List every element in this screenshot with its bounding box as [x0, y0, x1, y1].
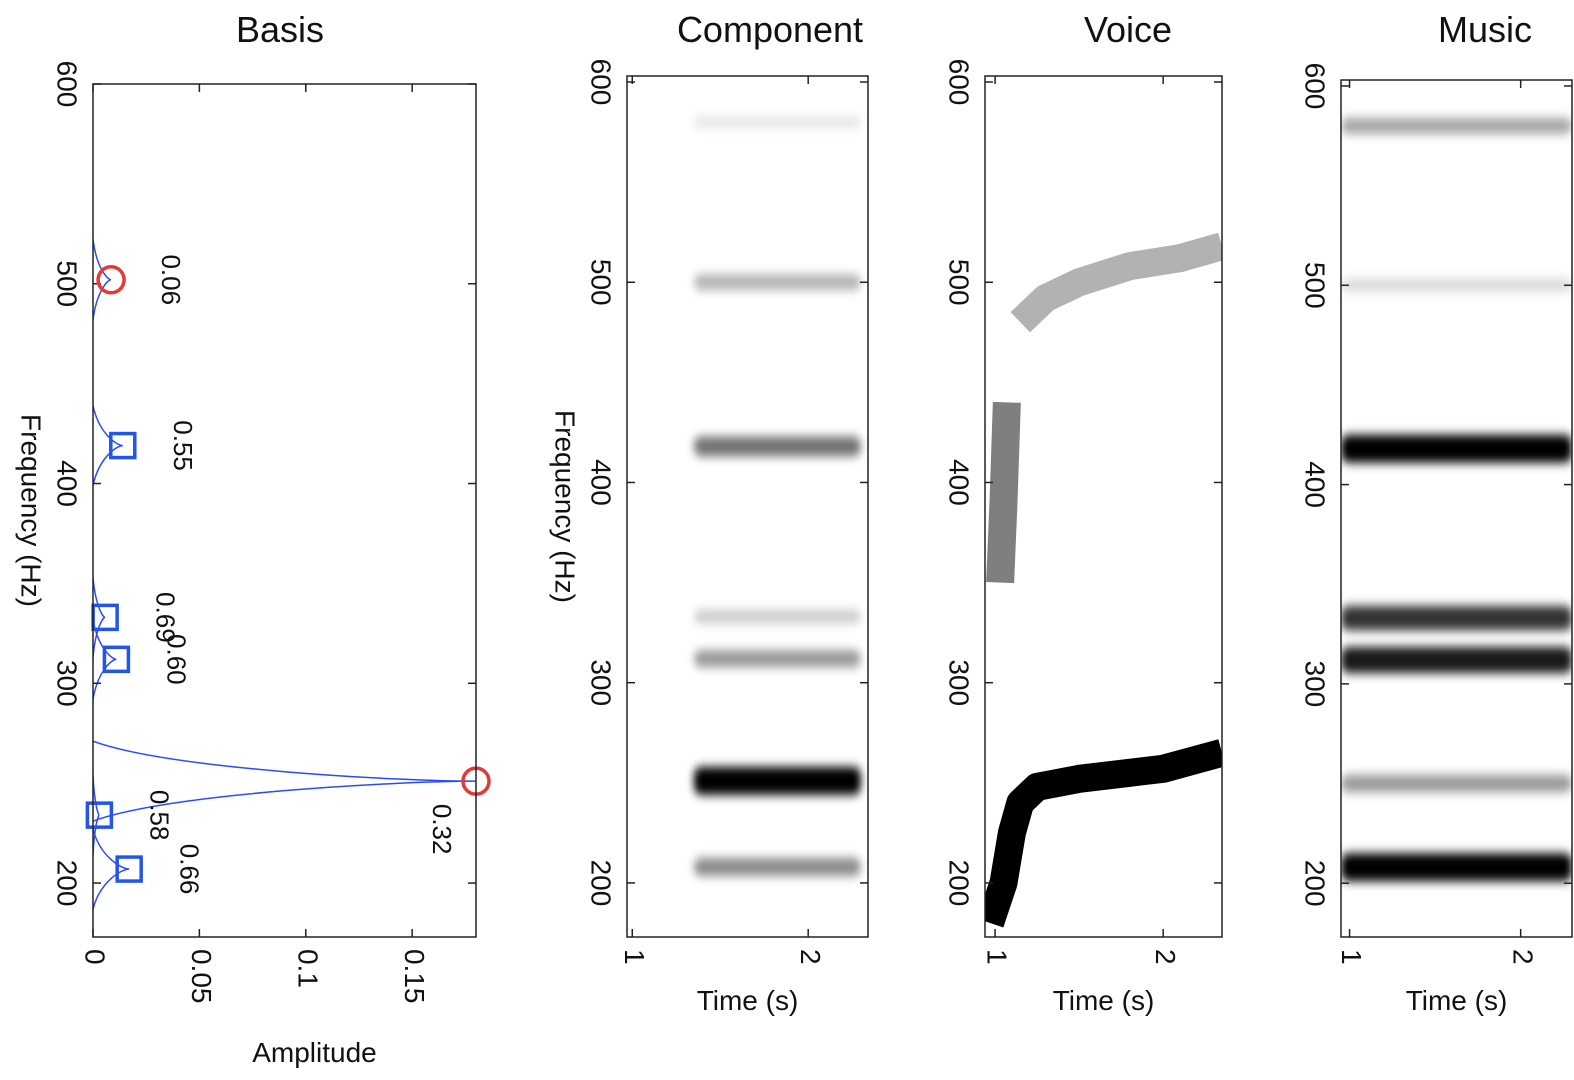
x-tick-label: 2 [1150, 949, 1181, 965]
basis-curve [93, 828, 130, 910]
spectral-band [1341, 278, 1572, 292]
y-tick-label: 300 [944, 659, 975, 706]
point [96, 265, 126, 295]
y-tick-label: 200 [944, 860, 975, 907]
chart-title: Voice [1084, 9, 1172, 50]
x-axis-label: Time (s) [697, 985, 799, 1016]
spectral-band [1341, 117, 1572, 134]
y-tick-label: 200 [586, 860, 617, 907]
plot-frame [92, 83, 477, 938]
x-tick-label: 2 [795, 949, 826, 965]
y-tick-label: 400 [944, 459, 975, 506]
x-axis-label: Time (s) [1406, 985, 1508, 1016]
spectral-band [693, 274, 861, 290]
pitch-track [1010, 232, 1222, 333]
y-tick-label: 300 [586, 659, 617, 706]
point-label: 0.06 [156, 254, 186, 305]
basis-curve [93, 740, 476, 822]
point-label: 0.32 [427, 804, 457, 855]
pitch-track [985, 739, 1222, 928]
y-tick-label: 500 [586, 259, 617, 306]
point [102, 645, 131, 674]
plot-area [1341, 117, 1572, 882]
point [109, 431, 137, 460]
x-tick-label: 1 [619, 949, 650, 965]
x-axis-label: Amplitude [252, 1037, 377, 1068]
x-tick-label: 1 [1336, 949, 1367, 965]
point-label: 0.55 [168, 420, 198, 471]
point-label: 0.60 [162, 634, 192, 685]
y-tick-label: 500 [52, 260, 83, 307]
chart-title: Music [1438, 9, 1532, 50]
y-tick-label: 500 [1300, 262, 1331, 309]
y-tick-label: 200 [1300, 860, 1331, 907]
plot-area [693, 116, 861, 876]
chart-title: Basis [236, 9, 324, 50]
point-label: 0.69 [150, 592, 180, 643]
point [85, 801, 114, 829]
chart-title: Component [677, 9, 863, 50]
y-tick-label: 400 [1300, 461, 1331, 508]
plot-frame [1340, 79, 1573, 938]
spectral-band [1341, 434, 1572, 463]
y-axis-label: Frequency (Hz) [16, 414, 47, 607]
y-tick-label: 500 [944, 259, 975, 306]
plot-frame [984, 75, 1223, 938]
point [115, 855, 143, 883]
spectral-band [693, 609, 861, 624]
plot-area [985, 232, 1222, 928]
basis-curve [93, 405, 123, 486]
y-tick-label: 300 [52, 660, 83, 707]
pitch-track [986, 401, 1021, 584]
y-tick-label: 600 [1300, 63, 1331, 110]
spectral-band [693, 857, 861, 876]
spectral-band [693, 766, 861, 795]
point-label: 0.66 [174, 844, 204, 895]
y-tick-label: 400 [52, 460, 83, 507]
y-tick-label: 600 [586, 59, 617, 106]
x-tick-label: 0.1 [292, 949, 323, 988]
basis-curve [93, 577, 106, 658]
spectral-band [1341, 774, 1572, 793]
point-label: 0.58 [145, 790, 175, 841]
spectral-band [1341, 646, 1572, 674]
spectral-band [693, 436, 861, 457]
spectral-band [693, 650, 861, 668]
y-tick-label: 200 [52, 860, 83, 907]
y-tick-label: 300 [1300, 661, 1331, 708]
x-tick-label: 0.15 [399, 949, 430, 1004]
plot-content [985, 232, 1222, 928]
y-axis-label: Frequency (Hz) [550, 410, 581, 603]
y-tick-label: 600 [52, 61, 83, 108]
y-tick-label: 400 [586, 459, 617, 506]
plot-content [1341, 117, 1572, 882]
plot-content [693, 116, 861, 876]
x-tick-label: 1 [982, 949, 1013, 965]
spectral-band [1341, 853, 1572, 882]
y-tick-label: 600 [944, 59, 975, 106]
spectral-band [693, 116, 861, 128]
x-tick-label: 2 [1507, 949, 1538, 965]
plot-frame [626, 75, 869, 938]
x-tick-label: 0.05 [186, 949, 217, 1004]
x-axis-label: Time (s) [1053, 985, 1155, 1016]
spectral-band [1341, 605, 1572, 631]
x-tick-label: 0 [80, 949, 111, 965]
basis-curve [93, 239, 112, 320]
